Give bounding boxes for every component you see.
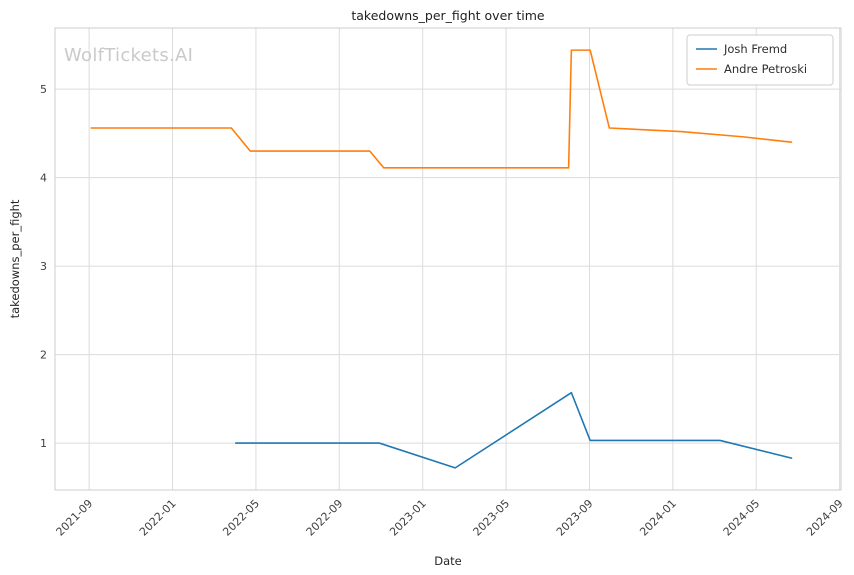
- x-tick-label: 2022-05: [220, 497, 262, 539]
- x-tick-label: 2022-09: [304, 497, 346, 539]
- legend-label-josh-fremd: Josh Fremd: [723, 42, 787, 56]
- x-tick-label: 2023-05: [471, 497, 513, 539]
- y-axis-label: takedowns_per_fight: [8, 199, 22, 319]
- y-tick-label: 3: [40, 260, 47, 273]
- x-axis-label: Date: [434, 554, 462, 568]
- plot-border: [54, 27, 842, 491]
- legend-box: [686, 34, 834, 86]
- x-tick-label: 2024-01: [637, 497, 679, 539]
- legend-label-andre-petroski: Andre Petroski: [724, 62, 807, 76]
- x-tick-label: 2021-09: [54, 497, 96, 539]
- x-tick-label: 2023-09: [554, 497, 596, 539]
- watermark: WolfTickets.AI: [64, 45, 194, 66]
- x-tick-label: 2023-01: [387, 497, 429, 539]
- y-tick-label: 4: [40, 172, 47, 185]
- y-tick-label: 1: [40, 437, 47, 450]
- x-tick-label: 2024-09: [804, 497, 846, 539]
- series-line-andre-petroski: [90, 49, 793, 169]
- x-tick-label: 2022-01: [137, 497, 179, 539]
- chart-title: takedowns_per_fight over time: [351, 8, 545, 23]
- y-tick-label: 5: [40, 83, 47, 96]
- x-tick-label: 2024-05: [721, 497, 763, 539]
- series-line-josh-fremd: [234, 391, 793, 469]
- y-tick-label: 2: [40, 349, 47, 362]
